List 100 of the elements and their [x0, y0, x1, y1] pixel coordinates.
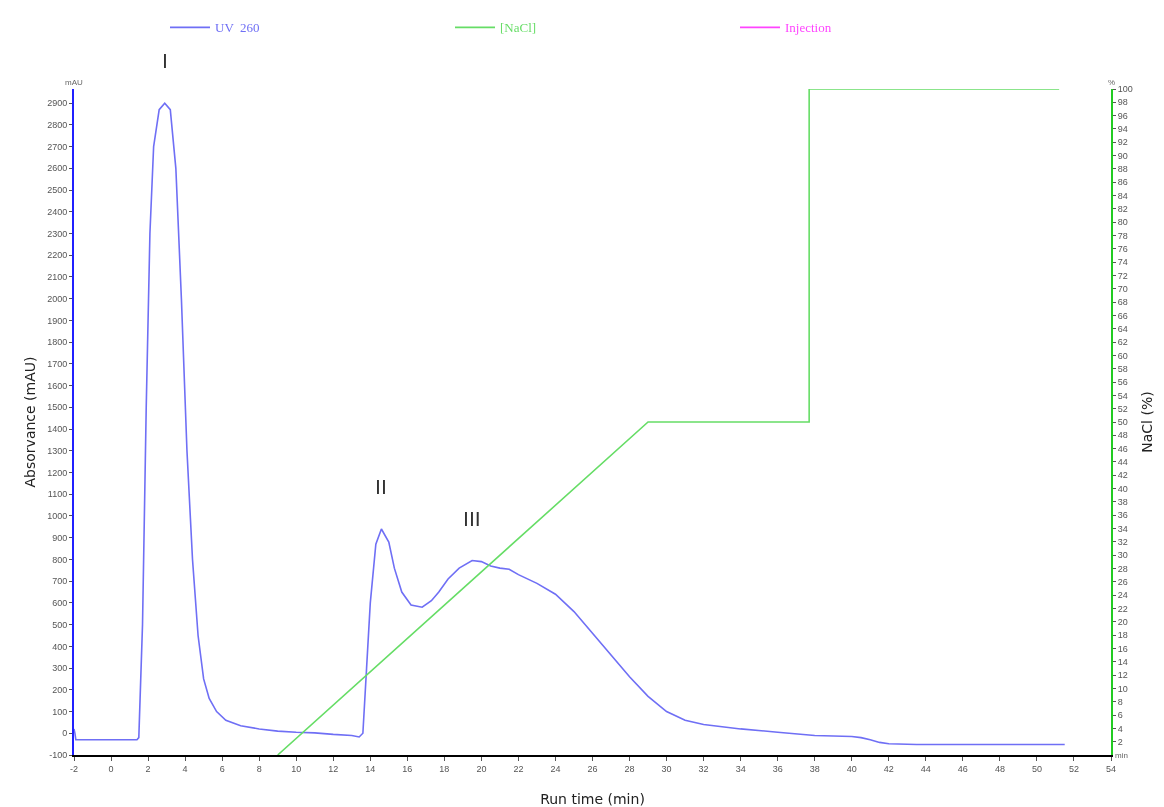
y2-tick-label: 64 — [1117, 323, 1128, 334]
y-tick-label: 700 — [52, 576, 68, 587]
y2-tick-label: 72 — [1117, 270, 1128, 281]
y2-tick-label: 14 — [1117, 656, 1128, 667]
x-tick-label: 42 — [883, 763, 894, 774]
y-tick-label: 1400 — [47, 424, 68, 435]
y-tick-label: 400 — [52, 641, 68, 652]
y2-tick-label: 58 — [1117, 363, 1128, 374]
x-tick-label: 52 — [1068, 763, 1079, 774]
y-tick-label: 500 — [52, 619, 68, 630]
y2-tick-label: 16 — [1117, 643, 1128, 654]
x-tick-label: 12 — [328, 763, 339, 774]
x-tick-label: 26 — [587, 763, 598, 774]
y2-tick-label: 10 — [1117, 683, 1128, 694]
y2-tick-label: 48 — [1117, 430, 1128, 441]
x-tick-label: 2 — [145, 763, 151, 774]
y2-tick-label: 56 — [1117, 377, 1128, 388]
y-tick-label: 800 — [52, 554, 68, 565]
y2-tick-label: 54 — [1117, 390, 1128, 401]
x-tick-label: 18 — [439, 763, 450, 774]
y2-tick-label: 78 — [1117, 230, 1128, 241]
x-tick-label: 34 — [735, 763, 746, 774]
y-axis-title: Absorvance (mAU) — [22, 356, 39, 488]
x-tick-label: 48 — [994, 763, 1005, 774]
y2-tick-label: 76 — [1117, 243, 1128, 254]
y2-tick-label: 36 — [1117, 510, 1128, 521]
y-tick-label: 1600 — [47, 380, 68, 391]
y-tick-label: 1700 — [47, 359, 68, 370]
x-tick-label: 24 — [550, 763, 561, 774]
y-tick-label: 100 — [52, 706, 68, 717]
x-tick-label: -2 — [69, 763, 79, 774]
y-tick-label: -100 — [49, 750, 68, 761]
y-tick-label: 300 — [52, 663, 68, 674]
y2-tick-label: 22 — [1117, 603, 1128, 614]
y-tick-label: 2500 — [47, 185, 68, 196]
y-tick-label: 2600 — [47, 163, 68, 174]
x-tick-label: 40 — [846, 763, 857, 774]
y2-tick-label: 62 — [1117, 337, 1128, 348]
y2-tick-label: 30 — [1117, 550, 1128, 561]
y2-tick-label: 28 — [1117, 563, 1128, 574]
y2-tick-label: 8 — [1117, 696, 1123, 707]
y2-tick-label: 50 — [1117, 417, 1128, 428]
y2-tick-label: 44 — [1117, 457, 1128, 468]
y2-tick-label: 18 — [1117, 630, 1128, 641]
text: mAU — [65, 78, 83, 87]
y2-tick-label: 70 — [1117, 283, 1128, 294]
x-tick-label: 30 — [661, 763, 672, 774]
y2-tick-label: 52 — [1117, 403, 1128, 414]
legend-label: UV 260 — [215, 20, 260, 36]
x-tick-label: 38 — [809, 763, 820, 774]
y2-tick-label: 68 — [1117, 297, 1128, 308]
y2-tick-label: 20 — [1117, 616, 1128, 627]
y2-tick-label: 74 — [1117, 257, 1128, 268]
y2-tick-label: 2 — [1117, 736, 1123, 747]
y2-tick-label: 24 — [1117, 590, 1128, 601]
x-tick-label: 50 — [1031, 763, 1042, 774]
y2-tick-label: 6 — [1117, 710, 1123, 721]
text: % — [1108, 78, 1116, 87]
legend-label: [NaCl] — [500, 20, 537, 36]
y-tick-label: 2000 — [47, 293, 68, 304]
y2-tick-label: 60 — [1117, 350, 1128, 361]
x-tick-label: 32 — [698, 763, 709, 774]
x-tick-label: 54 — [1105, 763, 1117, 774]
y-tick-label: 2300 — [47, 228, 68, 239]
y-tick-label: 2100 — [47, 272, 68, 283]
y2-tick-label: 82 — [1117, 204, 1128, 215]
x-tick-label: 36 — [772, 763, 783, 774]
y2-tick-label: 40 — [1117, 483, 1128, 494]
y-tick-label: 1100 — [47, 489, 68, 500]
y2-tick-label: 4 — [1117, 723, 1123, 734]
y-tick-label: 2700 — [47, 141, 68, 152]
y-tick-label: 900 — [52, 532, 68, 543]
y-tick-label: 2200 — [47, 250, 68, 261]
y2-tick-label: 38 — [1117, 497, 1128, 508]
x-axis-title: Run time (min) — [540, 791, 645, 807]
y2-tick-label: 46 — [1117, 443, 1128, 454]
line-series — [74, 102, 1066, 746]
y2-tick-label: 88 — [1117, 164, 1128, 175]
x-tick-label: 46 — [957, 763, 968, 774]
y-tick-label: 1200 — [47, 467, 68, 478]
x-tick-label: 0 — [108, 763, 114, 774]
y-tick-label: 2900 — [47, 98, 68, 109]
y2-tick-label: 66 — [1117, 310, 1128, 321]
legend-label: Injection — [785, 20, 832, 36]
y2-tick-label: 26 — [1117, 576, 1128, 587]
annotation: II — [375, 475, 387, 499]
text: min — [1115, 751, 1128, 760]
y-tick-label: 600 — [52, 598, 68, 609]
y2-tick-label: 94 — [1117, 124, 1128, 135]
y-tick-label: 1300 — [47, 445, 68, 456]
y2-tick-label: 32 — [1117, 537, 1128, 548]
y2-tick-label: 12 — [1117, 670, 1128, 681]
y-tick-label: 1000 — [47, 511, 68, 522]
y2-tick-label: 80 — [1117, 217, 1128, 228]
y2-tick-label: 34 — [1117, 523, 1128, 534]
x-tick-label: 8 — [256, 763, 262, 774]
x-tick-label: 20 — [476, 763, 487, 774]
y2-tick-label: 90 — [1117, 150, 1128, 161]
y2-tick-label: 100 — [1117, 84, 1133, 95]
x-tick-label: 44 — [920, 763, 931, 774]
